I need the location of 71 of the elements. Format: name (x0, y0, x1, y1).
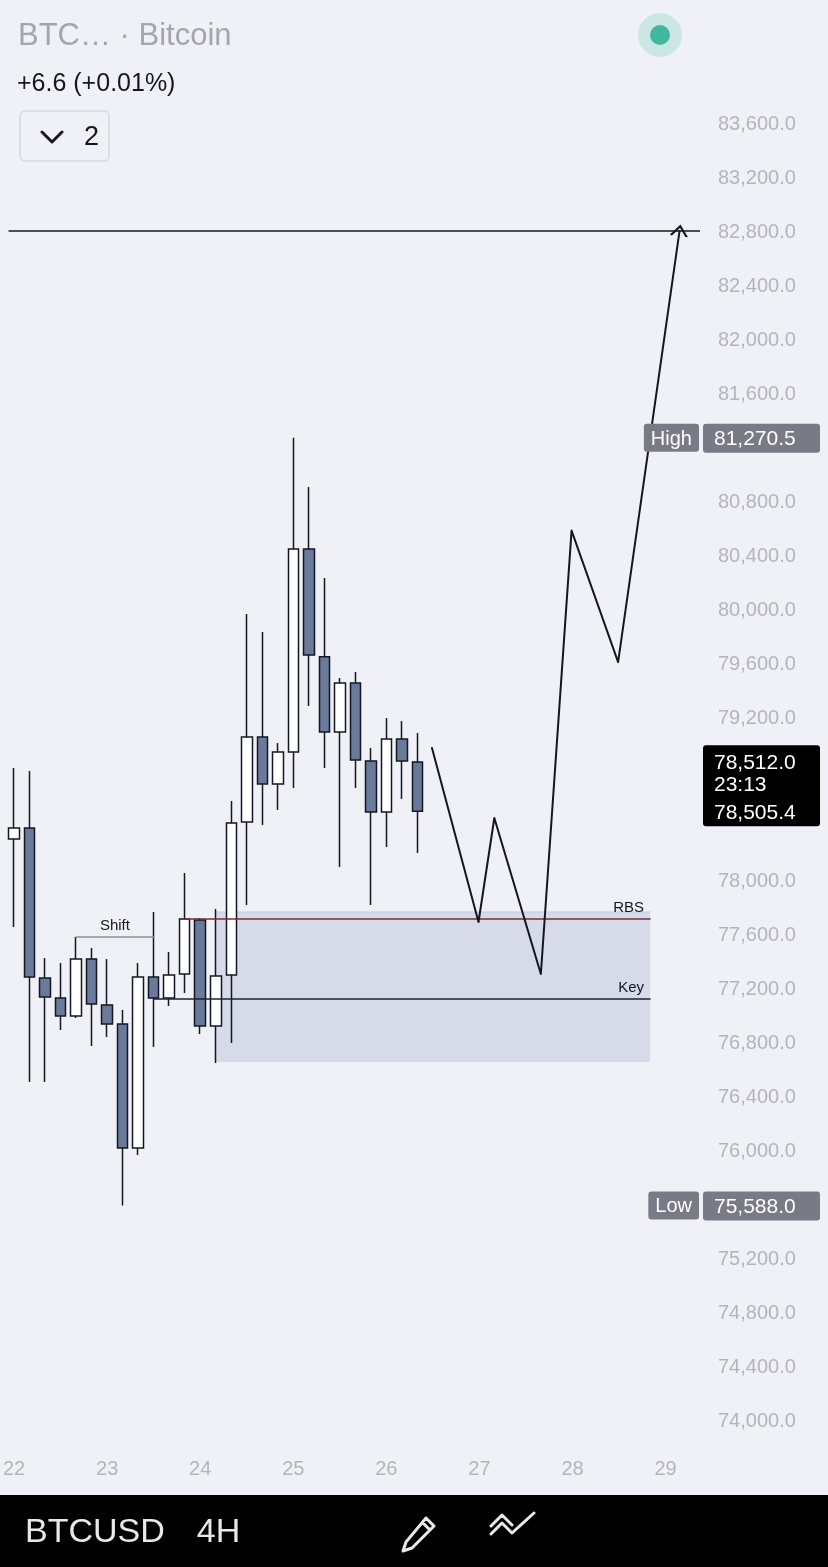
candlestick (411, 732, 424, 854)
candlestick (38, 957, 52, 1083)
candlestick (225, 800, 238, 1044)
y-tick-label: 83,200.0 (718, 166, 796, 189)
chart-title: BTC… · Bitcoin (18, 17, 232, 53)
chart-subtitle: +6.6 (+0.01%) (17, 68, 176, 97)
candlestick (85, 947, 98, 1047)
series-label: RBS (613, 897, 645, 915)
y-tick-label: 79,600.0 (718, 652, 796, 675)
x-tick-label: 26 (375, 1457, 398, 1479)
x-tick-label: 22 (3, 1457, 26, 1479)
candlestick (302, 486, 316, 707)
annotation: Low (655, 1194, 693, 1217)
annotation: High (650, 426, 692, 449)
y-tick-label: 80,000.0 (718, 598, 796, 621)
text: 78,505.4 (714, 799, 797, 823)
y-tick-label: 81,600.0 (718, 382, 796, 405)
y-tick-label: 83,600.0 (718, 112, 796, 134)
x-tick-label: 29 (654, 1457, 677, 1479)
candlestick (7, 767, 21, 928)
y-tick-label: 76,800.0 (718, 1030, 796, 1053)
x-tick-label: 28 (561, 1457, 584, 1479)
candlestick (395, 720, 409, 800)
x-tick-label: 27 (468, 1457, 491, 1479)
y-tick-label: 80,400.0 (718, 544, 796, 567)
candlestick (318, 577, 331, 769)
text: 81,270.5 (714, 426, 796, 450)
footer-panel: BTCUSD 4H (0, 1495, 828, 1567)
text: 23:13 (714, 771, 767, 795)
candlestick (193, 917, 207, 1035)
y-tick-label: 76,000.0 (718, 1138, 796, 1161)
y-tick-label: 82,800.0 (718, 220, 796, 243)
y-tick-label: 74,800.0 (718, 1300, 796, 1323)
text: 75,588.0 (714, 1193, 796, 1217)
candlestick (349, 671, 362, 789)
candlestick (178, 872, 191, 994)
y-tick-label: 79,200.0 (718, 706, 796, 729)
candlestick (54, 962, 67, 1031)
y-tick-label: 80,800.0 (718, 490, 796, 513)
candlestick (23, 770, 36, 1083)
x-tick-label: 23 (96, 1457, 119, 1479)
candlestick (364, 747, 378, 906)
dropdown-button: 2 (19, 110, 110, 162)
y-tick-label: 78,000.0 (718, 868, 796, 891)
candlestick (287, 436, 300, 789)
candlestick (100, 958, 114, 1038)
candlestick (256, 631, 269, 826)
y-tick-label: 77,200.0 (718, 976, 796, 999)
y-tick-label: 74,000.0 (718, 1409, 796, 1431)
candlestick (69, 936, 83, 1019)
candlestick (271, 742, 285, 811)
candlestick (240, 613, 254, 906)
candlestick (147, 911, 160, 1048)
candlestick (131, 962, 145, 1156)
y-tick-label: 77,600.0 (718, 922, 796, 945)
series-label: Shift (99, 915, 131, 933)
candlestick (116, 1009, 129, 1207)
x-tick-label: 25 (282, 1457, 305, 1479)
y-tick-label: 76,400.0 (718, 1084, 796, 1107)
y-tick-label: 82,000.0 (718, 328, 796, 351)
y-tick-label: 74,400.0 (718, 1354, 796, 1377)
annotation: 2 (84, 121, 100, 152)
candlestick (380, 717, 393, 848)
text: 78,512.0 (714, 749, 796, 773)
y-tick-label: 82,400.0 (718, 274, 796, 297)
candlestick (162, 951, 176, 1007)
candlestick (333, 677, 347, 868)
series-label: Key (618, 977, 645, 995)
x-tick-label: 24 (189, 1457, 212, 1479)
y-tick-label: 75,200.0 (718, 1246, 796, 1269)
candlestick (209, 908, 223, 1064)
